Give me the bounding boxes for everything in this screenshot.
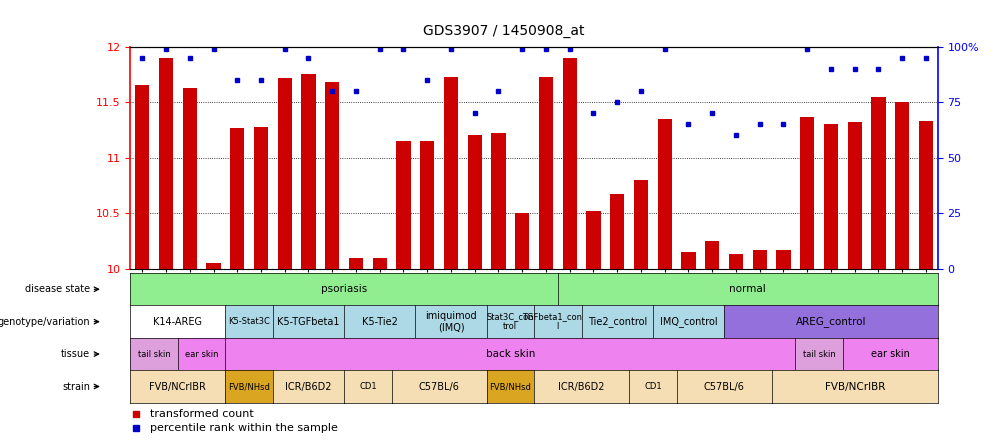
Bar xyxy=(704,241,718,269)
Text: genotype/variation: genotype/variation xyxy=(0,317,90,327)
Bar xyxy=(800,117,814,269)
Bar xyxy=(467,135,481,269)
Text: back skin: back skin xyxy=(485,349,534,359)
Bar xyxy=(373,258,387,269)
Text: tail skin: tail skin xyxy=(802,349,835,359)
Text: TGFbeta1_contro
l: TGFbeta1_contro l xyxy=(521,312,593,331)
Bar xyxy=(278,78,292,269)
Bar xyxy=(680,252,695,269)
Bar xyxy=(894,102,909,269)
Text: C57BL/6: C57BL/6 xyxy=(703,381,743,392)
Bar xyxy=(325,82,339,269)
Bar xyxy=(562,58,576,269)
Text: disease state: disease state xyxy=(25,284,90,294)
Bar xyxy=(847,122,861,269)
Text: K14-AREG: K14-AREG xyxy=(153,317,202,327)
Bar xyxy=(515,213,529,269)
Text: ear skin: ear skin xyxy=(184,349,218,359)
Bar xyxy=(206,263,220,269)
Text: FVB/NHsd: FVB/NHsd xyxy=(228,382,270,391)
Bar xyxy=(823,124,838,269)
Text: FVB/NCrIBR: FVB/NCrIBR xyxy=(149,381,206,392)
Text: percentile rank within the sample: percentile rank within the sample xyxy=(149,423,338,433)
Bar xyxy=(182,88,196,269)
Bar xyxy=(229,128,244,269)
Bar xyxy=(135,86,149,269)
Bar xyxy=(491,133,505,269)
Text: tissue: tissue xyxy=(61,349,90,359)
Text: FVB/NCrIBR: FVB/NCrIBR xyxy=(824,381,884,392)
Bar xyxy=(420,141,434,269)
Text: CD1: CD1 xyxy=(643,382,661,391)
Bar xyxy=(538,76,552,269)
Text: transformed count: transformed count xyxy=(149,408,254,419)
Text: psoriasis: psoriasis xyxy=(321,284,367,294)
Bar xyxy=(728,254,742,269)
Bar xyxy=(254,127,268,269)
Text: ICR/B6D2: ICR/B6D2 xyxy=(558,381,604,392)
Bar xyxy=(349,258,363,269)
Text: ICR/B6D2: ICR/B6D2 xyxy=(285,381,332,392)
Bar xyxy=(396,141,410,269)
Text: CD1: CD1 xyxy=(359,382,377,391)
Bar xyxy=(158,58,173,269)
Text: FVB/NHsd: FVB/NHsd xyxy=(489,382,531,391)
Text: C57BL/6: C57BL/6 xyxy=(418,381,459,392)
Bar xyxy=(633,180,647,269)
Bar xyxy=(871,97,885,269)
Text: strain: strain xyxy=(62,381,90,392)
Bar xyxy=(609,194,623,269)
Text: K5-Stat3C: K5-Stat3C xyxy=(228,317,270,326)
Bar xyxy=(444,76,458,269)
Text: K5-Tie2: K5-Tie2 xyxy=(362,317,397,327)
Text: AREG_control: AREG_control xyxy=(795,316,866,327)
Text: IMQ_control: IMQ_control xyxy=(659,316,716,327)
Text: K5-TGFbeta1: K5-TGFbeta1 xyxy=(277,317,340,327)
Text: GDS3907 / 1450908_at: GDS3907 / 1450908_at xyxy=(423,24,584,38)
Text: ear skin: ear skin xyxy=(870,349,909,359)
Bar xyxy=(657,119,671,269)
Bar xyxy=(918,121,932,269)
Text: tail skin: tail skin xyxy=(137,349,170,359)
Bar xyxy=(301,75,316,269)
Bar xyxy=(586,211,600,269)
Text: imiquimod
(IMQ): imiquimod (IMQ) xyxy=(425,311,476,333)
Bar xyxy=(776,250,790,269)
Text: Tie2_control: Tie2_control xyxy=(587,316,646,327)
Text: normal: normal xyxy=(728,284,766,294)
Bar xyxy=(752,250,767,269)
Text: Stat3C_con
trol: Stat3C_con trol xyxy=(486,312,534,331)
